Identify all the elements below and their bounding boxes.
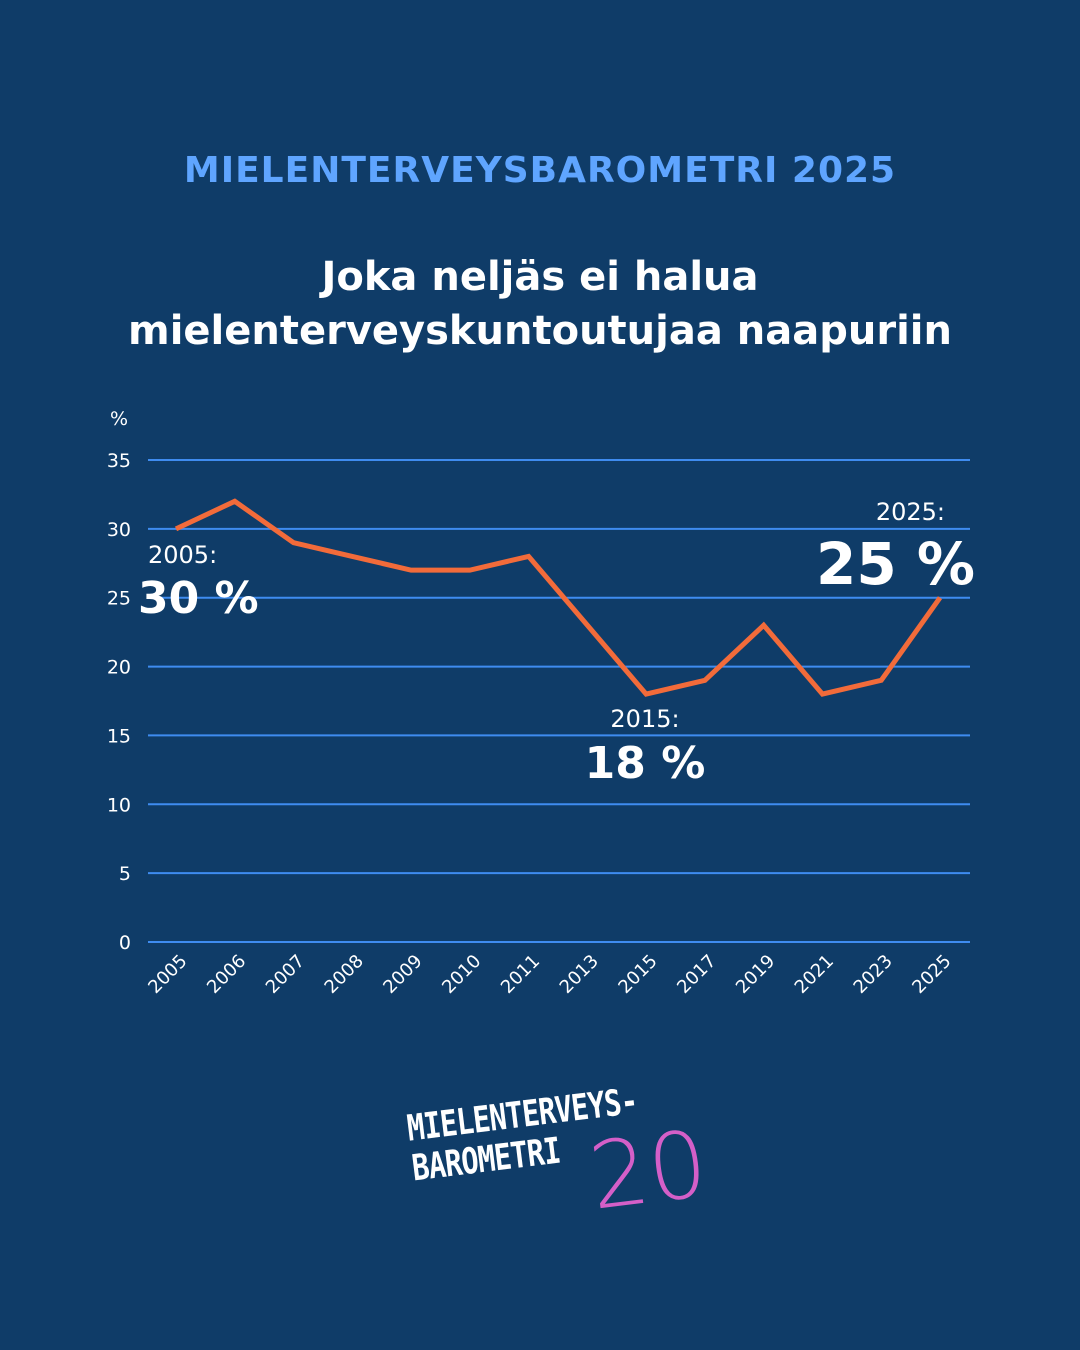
x-tick-label: 2009	[379, 951, 426, 998]
y-tick-label: 0	[119, 932, 131, 954]
page-title: Joka neljäs ei halua mielenterveyskuntou…	[0, 250, 1080, 358]
x-tick-label: 2025	[908, 951, 955, 998]
y-tick-label: 15	[107, 725, 131, 747]
annotation-year-2005: 2005:	[148, 541, 217, 569]
x-tick-label: 2023	[850, 951, 897, 998]
y-tick-label: 10	[107, 794, 131, 816]
y-tick-label: 20	[107, 657, 131, 679]
x-tick-label: 2019	[732, 951, 779, 998]
annotation-value-2005: 30 %	[138, 573, 259, 624]
x-tick-label: 2008	[321, 951, 368, 998]
y-tick-label: 25	[107, 588, 131, 610]
x-tick-label: 2021	[791, 951, 838, 998]
y-tick-label: 5	[119, 863, 131, 885]
x-tick-label: 2015	[614, 951, 661, 998]
y-axis-label: %	[110, 408, 128, 430]
annotation-year-2025: 2025:	[876, 498, 945, 526]
logo-number: 20	[583, 1110, 714, 1231]
title-line-1: Joka neljäs ei halua	[321, 254, 759, 300]
x-tick-label: 2017	[673, 951, 720, 998]
x-tick-label: 2007	[262, 951, 309, 998]
annotation-value-2015: 18 %	[585, 738, 706, 789]
x-tick-label: 2006	[203, 951, 250, 998]
x-tick-label: 2013	[556, 951, 603, 998]
annotation-year-2015: 2015:	[610, 705, 679, 733]
x-tick-label: 2005	[144, 951, 191, 998]
y-tick-label: 35	[107, 450, 131, 472]
title-line-2: mielenterveyskuntoutujaa naapuriin	[128, 308, 952, 354]
annotation-value-2025: 25 %	[816, 530, 975, 598]
y-tick-label: 30	[107, 519, 131, 541]
kicker: MIELENTERVEYSBAROMETRI 2025	[183, 150, 897, 191]
x-tick-label: 2011	[497, 951, 544, 998]
data-line	[174, 498, 943, 697]
x-tick-label: 2010	[438, 951, 485, 998]
